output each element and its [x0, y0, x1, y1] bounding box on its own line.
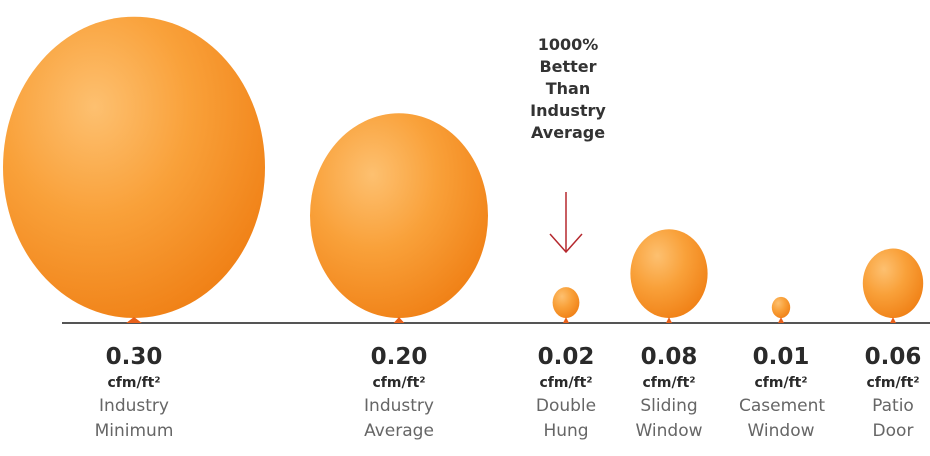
unit-label: cfm/ft² [642, 375, 696, 391]
value-label: 0.08 [640, 344, 698, 370]
arrow-head [549, 233, 583, 254]
category-label: Casement Window [739, 396, 826, 441]
balloon [310, 113, 488, 319]
balloon [630, 229, 708, 318]
unit-label: cfm/ft² [754, 375, 808, 391]
category-label: Sliding Window [635, 396, 703, 441]
category-label: Patio Door [872, 396, 914, 441]
category-label: Double Hung [535, 396, 597, 441]
balloon-knot [778, 317, 784, 323]
annotation: 1000% Better Than Industry Average [530, 35, 606, 143]
balloon [3, 16, 265, 318]
balloon-knot [126, 317, 142, 323]
balloon [552, 287, 580, 318]
balloon [771, 296, 791, 319]
balloon-knot [563, 317, 569, 323]
unit-label: cfm/ft² [107, 375, 161, 391]
balloon-knot [393, 317, 405, 323]
category-label: Industry Minimum [94, 396, 174, 441]
unit-label: cfm/ft² [539, 375, 593, 391]
category-label: Industry Average [364, 396, 434, 441]
value-label: 0.01 [752, 344, 810, 370]
unit-label: cfm/ft² [372, 375, 426, 391]
value-label: 0.02 [537, 344, 595, 370]
value-label: 0.20 [370, 344, 428, 370]
value-label: 0.30 [105, 344, 163, 370]
value-label: 0.06 [864, 344, 922, 370]
balloon-knot [890, 317, 896, 323]
balloon-knot [666, 317, 672, 323]
balloon [862, 248, 924, 318]
unit-label: cfm/ft² [866, 375, 920, 391]
